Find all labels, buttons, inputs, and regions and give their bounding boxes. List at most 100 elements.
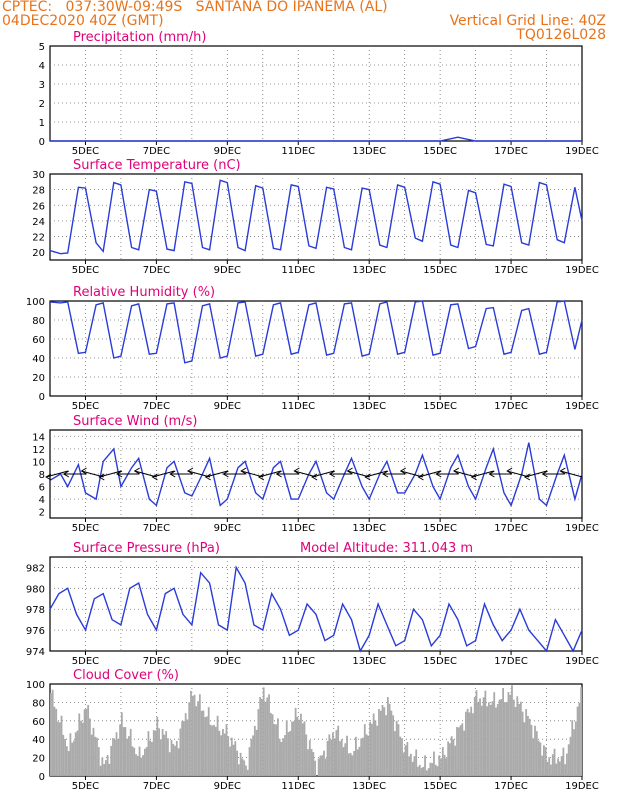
y-tick-label: 2	[39, 99, 45, 110]
series-line	[49, 565, 583, 653]
cloud-bar	[112, 738, 114, 776]
cloud-bar	[498, 699, 501, 776]
cloud-bar	[167, 738, 169, 776]
header-grid-line: Vertical Grid Line: 40Z	[449, 13, 606, 29]
cloud-bar	[314, 760, 317, 776]
cloud-bar	[383, 707, 386, 776]
cloud-bar	[397, 724, 400, 776]
cloud-bar	[461, 723, 464, 776]
x-tick-label: 13DEC	[352, 656, 386, 667]
cloud-bar	[276, 718, 279, 776]
panel-frame	[49, 45, 583, 142]
cloud-bar	[264, 701, 267, 776]
cloud-bar	[51, 689, 54, 776]
cloud-bar	[502, 688, 504, 776]
wind-arrowhead	[311, 473, 318, 481]
wind-arrowhead	[559, 467, 566, 475]
cloud-bar	[427, 768, 430, 776]
cloud-bar	[145, 747, 148, 776]
cloud-bar	[168, 752, 171, 776]
x-tick-label: 19DEC	[565, 265, 599, 276]
wind-arrowhead	[204, 473, 211, 481]
cloud-bar	[360, 738, 363, 776]
cloud-bar	[289, 730, 292, 776]
x-tick-label: 13DEC	[352, 265, 386, 276]
y-tick-label: 20	[32, 754, 45, 765]
x-tick-label: 7DEC	[143, 523, 170, 534]
cloud-bar	[496, 704, 499, 776]
cloud-bar	[548, 757, 551, 776]
y-tick-label: 20	[32, 248, 45, 259]
wind-arrowhead	[382, 470, 389, 478]
cloud-bar	[482, 697, 485, 776]
cloud-bar	[349, 752, 352, 776]
cloud-bar	[335, 730, 338, 776]
y-tick-label: 12	[32, 445, 45, 456]
panel-title: Cloud Cover (%)	[73, 668, 179, 683]
wind-arrow	[453, 470, 477, 478]
cloud-bar	[450, 736, 453, 776]
cloud-bar	[470, 706, 473, 776]
cloud-bar	[385, 715, 387, 776]
cloud-bar	[392, 715, 395, 776]
x-tick-label: 17DEC	[494, 265, 528, 276]
cloud-bar	[574, 721, 577, 776]
cloud-bar	[58, 722, 61, 776]
x-tick-label: 5DEC	[72, 781, 99, 792]
cloud-bar	[466, 708, 469, 776]
cloud-bar	[143, 748, 146, 776]
cloud-bar	[339, 741, 341, 776]
panel-title: Precipitation (mm/h)	[73, 30, 206, 45]
wind-arrow	[241, 470, 264, 478]
cloud-bar	[307, 749, 309, 776]
x-tick-label: 7DEC	[143, 146, 170, 157]
cloud-bar	[239, 752, 242, 776]
cloud-bar	[346, 735, 348, 776]
cloud-bar	[161, 729, 164, 776]
y-tick-label: 1	[39, 118, 45, 129]
cloud-bar	[369, 722, 371, 776]
panel-annotation: Model Altitude: 311.043 m	[300, 541, 473, 556]
wind-arrowhead	[506, 467, 513, 475]
x-tick-label: 19DEC	[565, 781, 599, 792]
cloud-bar	[408, 756, 411, 776]
cloud-bar	[248, 747, 251, 776]
cloud-bar	[580, 687, 583, 776]
wind-arrowhead	[240, 467, 247, 475]
cloud-bar	[367, 735, 370, 776]
cloud-bar	[81, 722, 84, 776]
panel-frame	[49, 556, 583, 652]
cloud-bar	[214, 726, 217, 776]
cloud-bar	[124, 727, 127, 776]
cloud-bar	[326, 740, 329, 776]
cloud-bar	[287, 732, 290, 776]
cloud-bar	[262, 687, 265, 776]
cloud-bar	[305, 734, 308, 776]
cloud-bar	[298, 719, 301, 776]
y-tick-label: 8	[39, 470, 45, 481]
cloud-bar	[225, 724, 228, 776]
x-tick-label: 7DEC	[143, 401, 170, 412]
wind-arrowhead	[151, 473, 158, 481]
cloud-bar	[170, 739, 173, 776]
cloud-bar	[209, 724, 212, 776]
wind-arrow	[365, 470, 388, 478]
cloud-bar	[275, 724, 278, 776]
cloud-bar	[436, 766, 439, 776]
y-tick-label: 5	[39, 42, 45, 53]
y-tick-label: 40	[32, 354, 45, 365]
cloud-bar	[555, 763, 558, 776]
header-datetime: 04DEC2020 40Z (GMT)	[2, 13, 164, 29]
header-model-code: TQ0126L028	[516, 27, 606, 43]
cloud-bar	[193, 694, 196, 776]
cloud-bar	[53, 706, 56, 776]
y-tick-label: 0	[39, 772, 45, 783]
cloud-bar	[409, 753, 412, 776]
wind-arrowhead	[452, 467, 460, 475]
cloud-bar	[158, 728, 160, 776]
series-line	[50, 136, 582, 142]
x-tick-label: 11DEC	[281, 656, 315, 667]
cloud-bar	[126, 738, 129, 776]
cloud-bar	[69, 733, 72, 776]
cloud-bar	[376, 725, 379, 776]
